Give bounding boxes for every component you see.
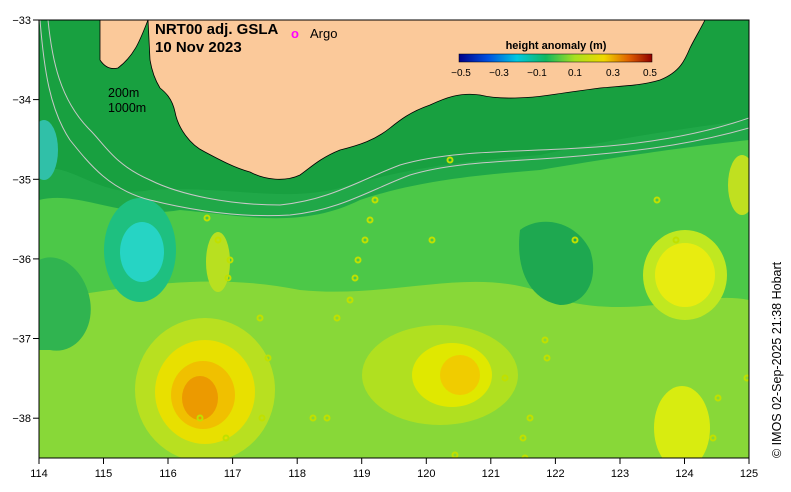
argo-float [709, 434, 717, 442]
colorbar: height anomaly (m) −0.5 −0.3 −0.1 0.1 0.… [451, 40, 657, 79]
argo-float [571, 236, 579, 244]
x-tick-label: 122 [546, 468, 564, 480]
argo-float [264, 354, 272, 362]
credit-text: © IMOS 02-Sep-2025 21:38 Hobart [770, 261, 784, 458]
y-tick-label: −34 [12, 95, 31, 107]
argo-markers [196, 156, 749, 458]
x-tick-label: 119 [353, 468, 371, 480]
axis-ticks [33, 19, 750, 464]
colorbar-tick: −0.3 [489, 68, 509, 79]
isobath-label-200m: 200m [108, 86, 139, 100]
argo-float [428, 236, 436, 244]
plot-frame [38, 19, 750, 459]
argo-float [309, 414, 317, 422]
argo-float [258, 414, 266, 422]
x-tick-label: 118 [288, 468, 306, 480]
positive-eddy-se [654, 386, 710, 458]
argo-float [521, 454, 529, 458]
positive-patch-mid [206, 232, 230, 292]
colorbar-tick: −0.1 [527, 68, 547, 79]
positive-eddy-sw-core [182, 376, 218, 420]
argo-float [366, 216, 374, 224]
argo-float [333, 314, 341, 322]
x-tick-label: 120 [417, 468, 435, 480]
y-tick-label: −36 [12, 254, 31, 266]
argo-float [214, 236, 222, 244]
x-tick-label: 116 [159, 468, 177, 480]
y-tick-label: −35 [12, 174, 31, 186]
argo-float [226, 256, 234, 264]
x-tick-label: 124 [675, 468, 693, 480]
x-tick-label: 121 [482, 468, 500, 480]
anomaly-patch-west [39, 257, 91, 351]
x-tick-label: 115 [95, 468, 113, 480]
argo-legend-label: Argo [310, 26, 337, 41]
argo-float [743, 374, 749, 382]
isobath-1000m [39, 20, 749, 217]
y-tick-label: −33 [12, 15, 31, 27]
x-tick-label: 123 [611, 468, 629, 480]
x-axis: 114 115 116 117 118 119 120 121 122 123 … [30, 468, 758, 480]
argo-float [714, 394, 722, 402]
colorbar-tick: 0.1 [568, 68, 582, 79]
y-axis: −33 −34 −35 −36 −37 −38 [12, 15, 31, 425]
colorbar-tick: 0.3 [606, 68, 620, 79]
negative-eddy-west [39, 120, 58, 180]
argo-float [653, 196, 661, 204]
argo-float [501, 374, 509, 382]
colorbar-tick: 0.5 [643, 68, 657, 79]
x-tick-label: 125 [740, 468, 758, 480]
positive-eddy-e-core [655, 243, 715, 307]
argo-float [526, 414, 534, 422]
argo-float [672, 236, 680, 244]
colorbar-title: height anomaly (m) [506, 40, 607, 52]
negative-eddy-core [120, 222, 164, 282]
isobath-200m [47, 20, 749, 206]
argo-float [256, 314, 264, 322]
argo-float [224, 274, 232, 282]
argo-float [371, 196, 379, 204]
argo-float [222, 434, 230, 442]
positive-eddy-c-core [440, 355, 480, 395]
x-tick-label: 117 [224, 468, 242, 480]
isobath-label-1000m: 1000m [108, 101, 146, 115]
y-tick-label: −37 [12, 334, 31, 346]
argo-float [361, 236, 369, 244]
argo-float [446, 156, 454, 164]
x-tick-label: 114 [30, 468, 48, 480]
map-date: 10 Nov 2023 [155, 39, 242, 56]
argo-float [351, 274, 359, 282]
argo-float [346, 296, 354, 304]
argo-float [519, 434, 527, 442]
positive-eddy-ne [728, 155, 749, 215]
argo-float [323, 414, 331, 422]
y-tick-label: −38 [12, 413, 31, 425]
argo-float [196, 414, 204, 422]
colorbar-tick: −0.5 [451, 68, 471, 79]
argo-float [543, 354, 551, 362]
argo-legend-marker: o [291, 26, 299, 41]
argo-float [541, 336, 549, 344]
argo-float [203, 214, 211, 222]
map-title: NRT00 adj. GSLA [155, 21, 279, 38]
argo-float [354, 256, 362, 264]
colorbar-gradient [458, 53, 653, 63]
